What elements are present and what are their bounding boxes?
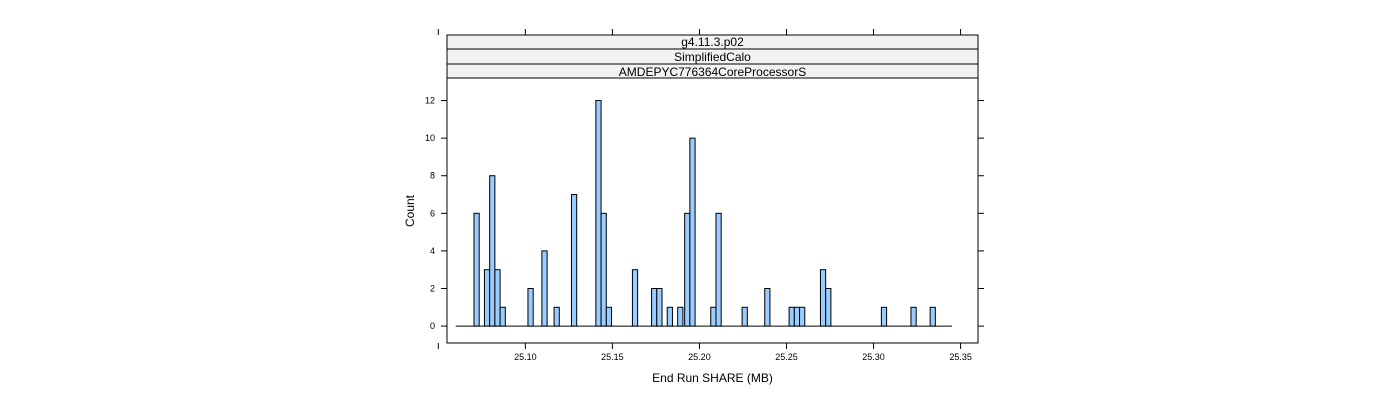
histogram-bar-5 — [499, 306, 506, 327]
x-axis-title: End Run SHARE (MB) — [652, 371, 773, 385]
histogram-bar-10 — [595, 100, 602, 327]
histogram-bar-4 — [494, 269, 501, 327]
strip-3-label: AMDEPYC776364CoreProcessorS — [619, 65, 806, 79]
y-tick-label: 8 — [430, 171, 435, 181]
histogram-bar-3 — [489, 175, 496, 327]
x-tick-label: 25.15 — [601, 352, 624, 362]
y-tick-label: 10 — [425, 133, 435, 143]
strip-1-label: g4.11.3.p02 — [681, 35, 744, 49]
histogram-bar-25 — [793, 306, 801, 327]
histogram-bar-1 — [473, 212, 480, 327]
plot-panel — [446, 77, 979, 344]
x-tick-label: 25.30 — [862, 352, 885, 362]
strip-headers: g4.11.3.p02 SimplifiedCalo AMDEPYC776364… — [446, 34, 979, 79]
histogram-bar-13 — [631, 269, 639, 327]
histogram-bar-27 — [819, 269, 827, 327]
histogram-bar-12 — [605, 306, 613, 327]
x-tick-label: 25.25 — [775, 352, 798, 362]
x-tick-label: 25.10 — [514, 352, 537, 362]
strip-2-label: SimplifiedCalo — [674, 50, 751, 64]
x-tick-label: 25.35 — [949, 352, 972, 362]
histogram-bar-7 — [541, 250, 548, 327]
histogram-bar-11 — [600, 212, 607, 327]
y-axis-title: Count — [403, 194, 417, 227]
bars-layer — [473, 100, 936, 327]
histogram-bar-24 — [788, 306, 795, 327]
histogram-bar-31 — [929, 306, 936, 327]
histogram-bar-14 — [651, 287, 658, 327]
histogram-bar-30 — [910, 306, 917, 327]
histogram-bar-19 — [689, 137, 696, 327]
x-axis: 25.10 25.15 25.20 25.25 25.30 25.35 — [437, 29, 972, 362]
histogram-bar-8 — [553, 306, 560, 327]
y-tick-label: 4 — [430, 246, 435, 256]
y-tick-label: 12 — [425, 96, 435, 106]
histogram-bar-23 — [764, 287, 771, 327]
histogram-bar-26 — [799, 306, 806, 327]
histogram-bar-21 — [715, 212, 722, 327]
histogram-bar-6 — [527, 287, 534, 327]
histogram-bar-2 — [483, 269, 491, 327]
x-tick-label: 25.20 — [688, 352, 711, 362]
histogram-bar-22 — [741, 306, 748, 327]
y-tick-label: 2 — [430, 283, 435, 293]
histogram-bar-29 — [880, 306, 888, 327]
histogram-bar-17 — [677, 306, 684, 327]
y-tick-label: 6 — [430, 208, 435, 218]
histogram-bar-18 — [684, 212, 691, 327]
histogram-bar-15 — [656, 287, 663, 327]
histogram-bar-9 — [570, 194, 578, 327]
histogram-bar-20 — [710, 306, 717, 327]
y-tick-label: 0 — [430, 321, 435, 331]
histogram-bar-28 — [825, 287, 832, 327]
histogram-bar-16 — [666, 306, 673, 327]
y-axis: 0 2 4 6 8 10 12 — [425, 96, 984, 331]
